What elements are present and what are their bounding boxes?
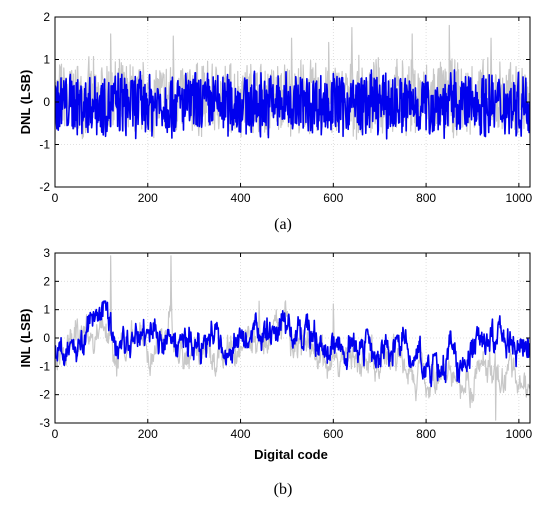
dnl-y-axis-title: DNL (LSB) bbox=[18, 70, 33, 135]
dnl-y-tick-label: 0 bbox=[43, 95, 50, 109]
dnl-y-tick-label: -2 bbox=[39, 180, 50, 194]
panel-a-dnl: DNL (LSB) (a) 0 200 400 600 800 1000 -2 -1 0 1 2 bbox=[18, 10, 533, 233]
inl-y-tick-label: -3 bbox=[39, 416, 50, 430]
dnl-y-tick-label: -1 bbox=[39, 138, 50, 152]
inl-x-tick-label: 1000 bbox=[506, 427, 533, 441]
dnl-x-tick-label: 600 bbox=[323, 191, 343, 205]
dnl-x-tick-label: 200 bbox=[138, 191, 158, 205]
inl-y-tick-label: -2 bbox=[39, 388, 50, 402]
inl-y-tick-label: 0 bbox=[43, 331, 50, 345]
dnl-series-blue-line bbox=[55, 69, 530, 140]
dnl-x-tick-label: 1000 bbox=[506, 191, 533, 205]
inl-y-tick-label: -1 bbox=[39, 359, 50, 373]
inl-x-tick-label: 400 bbox=[231, 427, 251, 441]
inl-y-tick-label: 1 bbox=[43, 303, 50, 317]
dnl-y-tick-label: 2 bbox=[43, 10, 50, 24]
inl-x-tick-label: 0 bbox=[52, 427, 59, 441]
dnl-x-tick-label: 400 bbox=[231, 191, 251, 205]
inl-y-tick-label: 3 bbox=[43, 246, 50, 260]
inl-x-tick-label: 600 bbox=[323, 427, 343, 441]
inl-y-tick-label: 2 bbox=[43, 274, 50, 288]
caption-b: (b) bbox=[274, 481, 293, 498]
inl-series-blue-line bbox=[55, 300, 530, 388]
inl-x-tick-label: 200 bbox=[138, 427, 158, 441]
inl-x-tick-label: 800 bbox=[416, 427, 436, 441]
inl-y-axis-title: INL (LSB) bbox=[18, 309, 33, 368]
inl-x-axis-title: Digital code bbox=[254, 447, 328, 462]
dnl-y-tick-label: 1 bbox=[43, 53, 50, 67]
caption-a: (a) bbox=[274, 216, 292, 233]
dnl-x-tick-label: 800 bbox=[416, 191, 436, 205]
panel-b-inl: INL (LSB) Digital code (b) 0 200 400 600 800… bbox=[18, 246, 533, 498]
dnl-x-tick-label: 0 bbox=[52, 191, 59, 205]
